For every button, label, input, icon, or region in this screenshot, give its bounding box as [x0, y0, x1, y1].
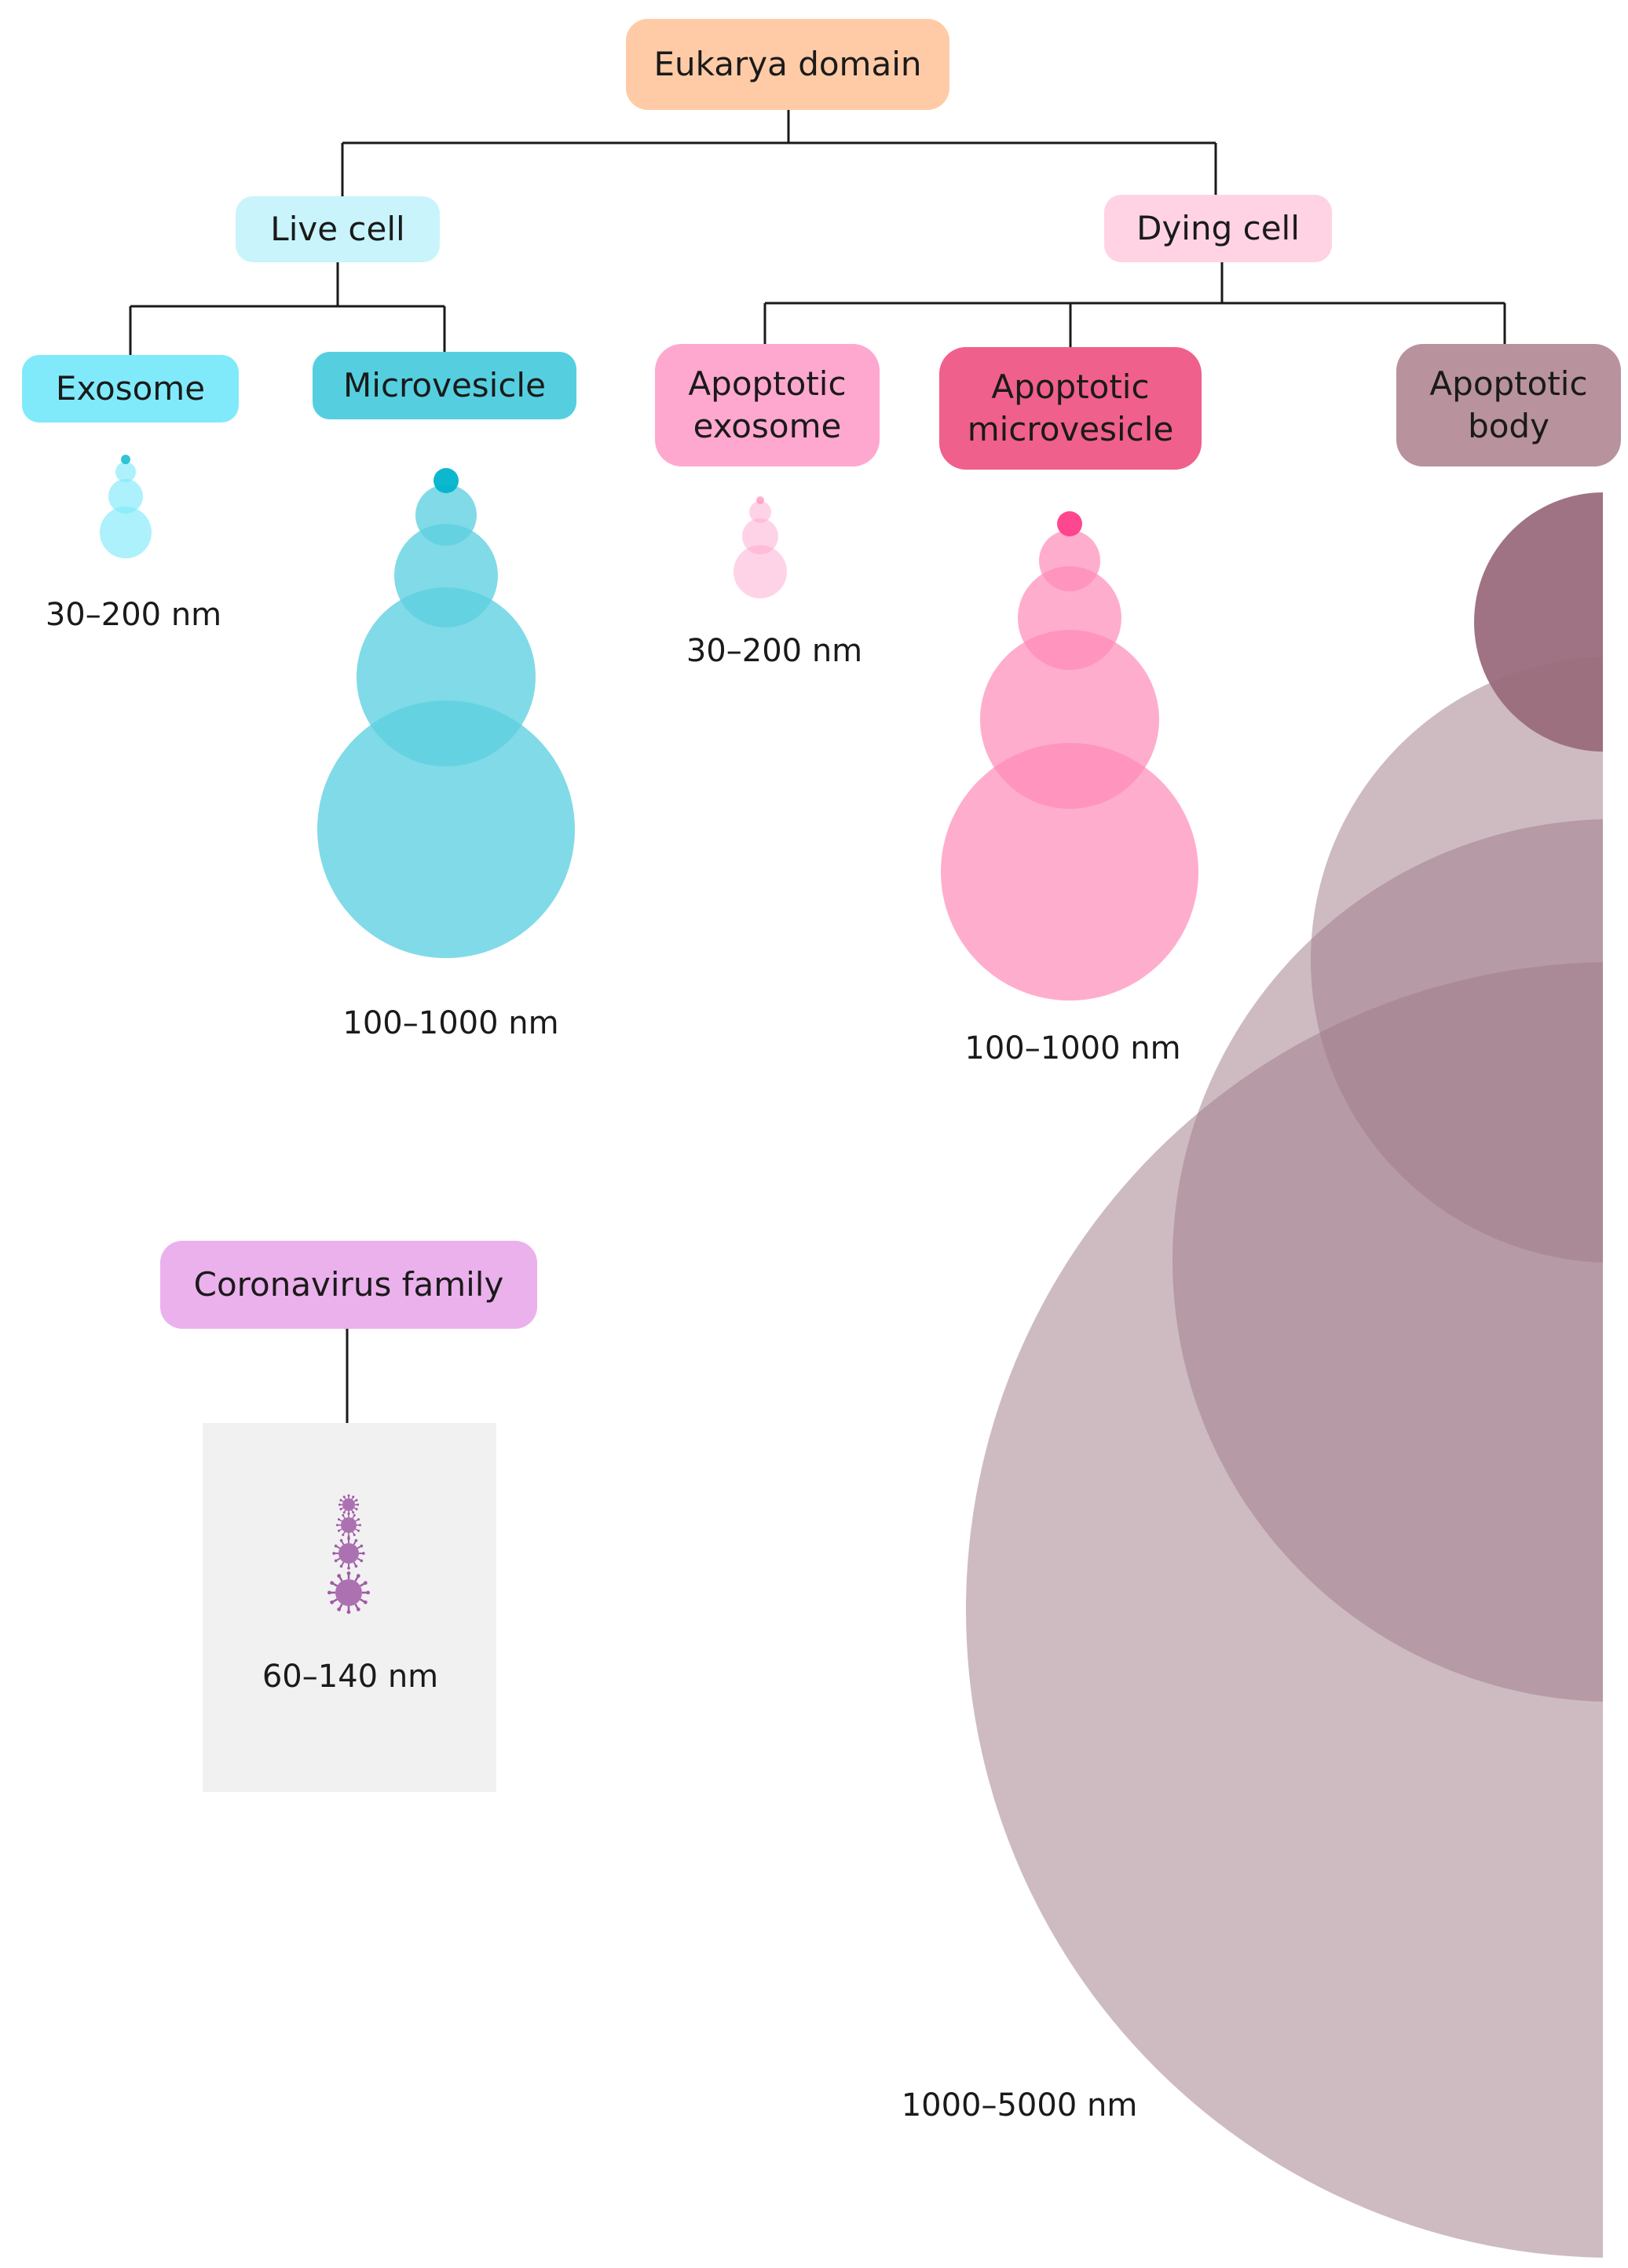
node-label-line2: body — [1468, 407, 1549, 445]
apoptotic-microvesicle-size-circles — [941, 511, 1198, 1000]
node-label-line1: Apoptotic — [1429, 364, 1588, 403]
vesicle-circle — [1018, 566, 1121, 670]
vesicle-circle — [1311, 657, 1603, 1263]
node-label: Live cell — [270, 210, 405, 248]
vesicle-circle — [108, 479, 143, 514]
connector-dying-cell — [763, 262, 1506, 347]
node-label: Microvesicle — [343, 366, 546, 404]
node-label: Exosome — [55, 369, 206, 408]
coronavirus-icon — [332, 1537, 365, 1570]
vesicle-circle — [980, 630, 1159, 809]
vesicle-circle — [1039, 530, 1100, 591]
vesicle-circle — [394, 524, 498, 627]
node-apoptotic-exosome: Apoptotic exosome — [655, 344, 880, 466]
coronavirus-icon — [327, 1571, 371, 1615]
node-label-line2: microvesicle — [967, 410, 1174, 448]
size-label-microvesicle: 100–1000 nm — [342, 1005, 559, 1041]
vesicle-circle — [415, 485, 477, 546]
vesicle-circle — [941, 743, 1198, 1000]
connector-live-cell — [129, 261, 446, 355]
node-label: Dying cell — [1136, 209, 1300, 247]
connector-eukarya — [341, 110, 1217, 198]
node-exosome: Exosome — [22, 355, 239, 423]
tree-connectors — [129, 110, 1506, 1423]
node-apoptotic-body: Apoptotic body — [1396, 344, 1621, 466]
apoptotic-exosome-size-circles — [734, 496, 787, 598]
node-live-cell: Live cell — [236, 196, 440, 262]
node-label: Eukarya domain — [653, 45, 922, 83]
size-label-exosome: 30–200 nm — [45, 597, 222, 633]
vesicle-circle — [1057, 511, 1082, 536]
vesicle-circle — [434, 468, 459, 493]
size-label-apoptotic-body: 1000–5000 nm — [901, 2087, 1138, 2124]
coronavirus-icon — [336, 1513, 361, 1538]
node-label-line2: exosome — [693, 407, 842, 445]
node-eukarya-domain: Eukarya domain — [626, 19, 949, 110]
vesicle-circle — [749, 501, 771, 523]
node-dying-cell: Dying cell — [1104, 195, 1332, 262]
exosome-size-circles — [100, 455, 152, 558]
vesicle-circle — [742, 518, 778, 554]
node-label-line1: Apoptotic — [688, 364, 847, 403]
node-coronavirus-family: Coronavirus family — [160, 1241, 537, 1329]
vesicle-circle — [115, 462, 136, 482]
node-apoptotic-microvesicle: Apoptotic microvesicle — [939, 347, 1202, 470]
node-label: Coronavirus family — [193, 1265, 504, 1304]
vesicle-circle — [121, 455, 130, 464]
vesicle-circle — [100, 507, 152, 558]
node-microvesicle: Microvesicle — [313, 352, 576, 419]
microvesicle-size-circles — [317, 468, 575, 958]
vesicle-circle — [1474, 492, 1603, 752]
size-label-coronavirus: 60–140 nm — [262, 1659, 439, 1695]
node-label-line1: Apoptotic — [991, 368, 1150, 406]
vesicle-circle — [317, 701, 575, 958]
size-label-apoptotic-microvesicle: 100–1000 nm — [964, 1030, 1181, 1066]
vesicle-circle — [357, 587, 536, 766]
vesicle-circle — [734, 545, 787, 598]
vesicle-circle — [756, 496, 764, 504]
apoptotic-body-size-circles — [966, 492, 1603, 2258]
coronavirus-size-icons — [327, 1494, 371, 1615]
size-label-apoptotic-exosome: 30–200 nm — [686, 633, 863, 669]
